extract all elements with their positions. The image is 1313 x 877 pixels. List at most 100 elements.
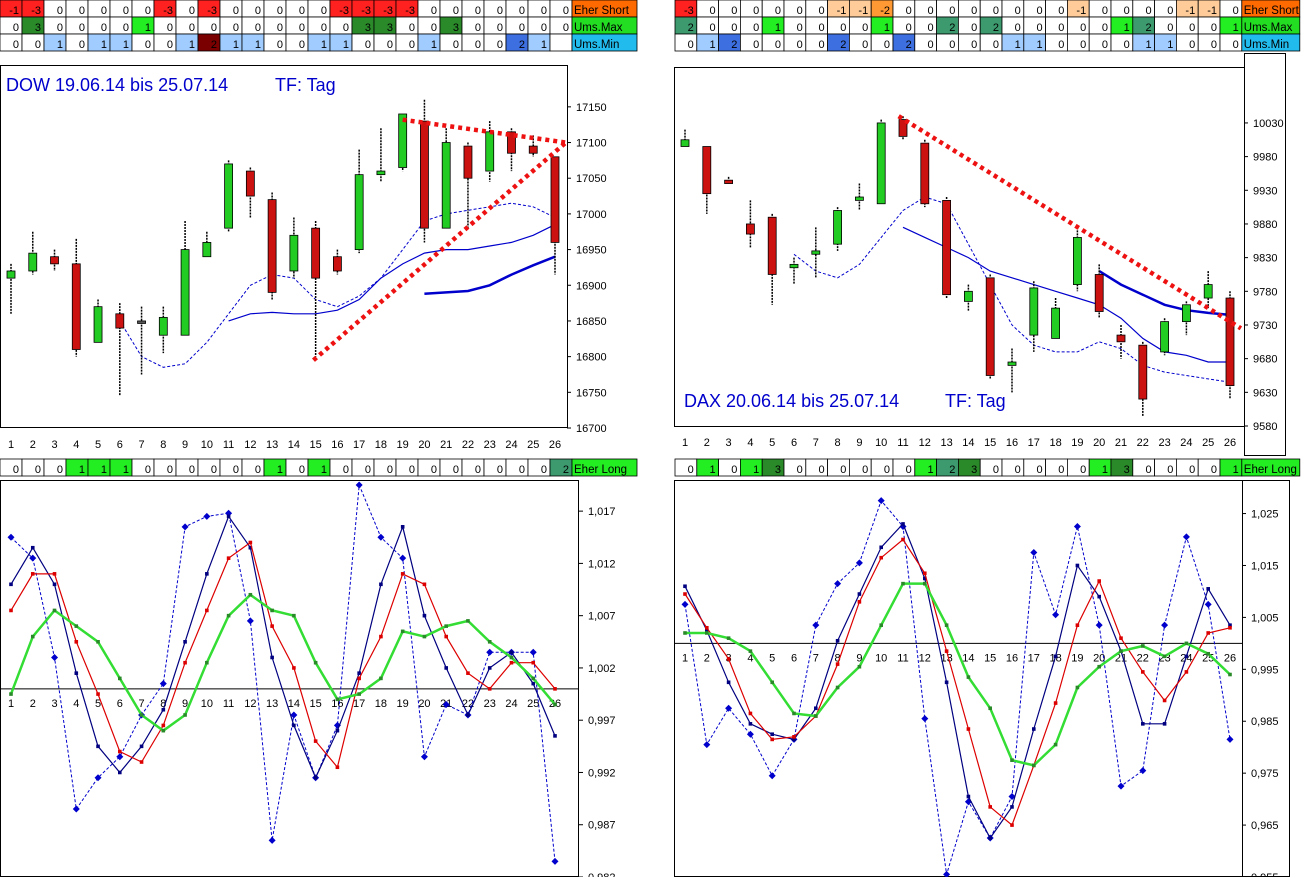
right-signal-row-value: -1 xyxy=(837,5,847,17)
left-signal-row-value: 1 xyxy=(321,39,327,51)
left-signal-row-value: 0 xyxy=(475,5,481,17)
dax-candle xyxy=(898,119,908,137)
right-signal-row-value: 0 xyxy=(1189,39,1195,51)
dax-osc-xtick-label: 20 xyxy=(1093,652,1105,664)
right-signal-row-value: -2 xyxy=(880,5,890,17)
dow-osc-point xyxy=(553,734,557,738)
dax-osc-point xyxy=(921,715,929,723)
dax-xtick-label: 24 xyxy=(1180,437,1192,449)
left-signal-row-value: 3 xyxy=(35,22,41,34)
left-long-row-value: 0 xyxy=(519,464,525,476)
dow-osc-point xyxy=(183,660,187,665)
right-long-row-value: 0 xyxy=(797,464,803,476)
dax-candle xyxy=(1203,284,1213,299)
dax-osc-point xyxy=(1075,685,1080,690)
dax-ma-thick xyxy=(1098,270,1231,317)
left-signal-row-value: 0 xyxy=(255,5,261,17)
dax-osc-point xyxy=(1073,523,1081,531)
dax-osc-point xyxy=(1162,654,1167,659)
dow-osc-point xyxy=(51,653,59,661)
left-long-row-value: 0 xyxy=(211,464,217,476)
right-signal-row-value: 1 xyxy=(1036,39,1042,51)
dax-candle xyxy=(1051,307,1060,339)
dow-plot-frame xyxy=(0,65,568,428)
right-signal-row-value: 0 xyxy=(840,22,846,34)
dow-osc-point xyxy=(357,671,361,675)
right-signal-row-value: 0 xyxy=(709,22,715,34)
right-signal-row-value: 0 xyxy=(1167,5,1173,17)
dax-candle xyxy=(1029,287,1039,336)
dax-osc-point xyxy=(748,722,753,726)
left-signal-row-value: 0 xyxy=(563,22,569,34)
dax-ma-dashed xyxy=(793,196,1231,383)
left-signal-row-value: 0 xyxy=(453,5,459,17)
dow-osc-point xyxy=(422,634,427,639)
dow-xtick-label: 14 xyxy=(288,439,300,451)
dow-osc-xtick-label: 24 xyxy=(505,698,517,710)
dax-ytick-label: 9730 xyxy=(1253,320,1277,332)
right-signal-row-value: 0 xyxy=(1145,5,1151,17)
dow-osc-point xyxy=(7,533,15,541)
dow-osc-xtick-label: 17 xyxy=(353,698,365,710)
dow-osc-point xyxy=(139,713,144,717)
dax-osc-point xyxy=(1184,641,1189,646)
left-signal-row-value: 3 xyxy=(453,22,459,34)
dow-xtick-label: 24 xyxy=(505,439,517,451)
right-signal-row-value: 0 xyxy=(971,5,977,17)
dax-osc-point xyxy=(792,711,796,716)
right-long-row-value: 3 xyxy=(775,464,781,476)
dow-ma-thin xyxy=(228,224,556,322)
dax-candle xyxy=(985,277,995,376)
left-long-row-value: 0 xyxy=(35,464,41,476)
dax-xtick-label: 1 xyxy=(682,437,688,449)
right-signal-row-value: 0 xyxy=(927,39,933,51)
dax-osc-point xyxy=(792,737,796,742)
dow-osc-xtick-label: 20 xyxy=(418,698,430,710)
dow-osc-series-solid-navy xyxy=(10,515,556,780)
dow-osc-ytick-label: 0,997 xyxy=(588,715,616,727)
left-signal-row-value: 0 xyxy=(101,22,107,34)
dow-candle xyxy=(50,256,59,265)
left-signal-row-value: 0 xyxy=(255,22,261,34)
dax-osc-xtick-label: 2 xyxy=(704,652,710,664)
right-signal-row-value: 0 xyxy=(753,22,759,34)
dow-osc-point xyxy=(379,676,383,681)
right-signal-row-value: 0 xyxy=(949,5,955,17)
dax-osc-point xyxy=(923,571,927,576)
right-signal-row-value: 0 xyxy=(1233,5,1239,17)
dax-xtick-label: 10 xyxy=(875,437,887,449)
left-signal-row-value: 0 xyxy=(519,5,525,17)
dow-osc-xtick-label: 14 xyxy=(288,698,300,710)
left-signal-row-value: -1 xyxy=(9,5,19,17)
dow-osc-point xyxy=(248,592,253,597)
dax-xtick-label: 15 xyxy=(984,437,996,449)
dow-osc-xtick-label: 15 xyxy=(310,698,322,710)
dax-osc-point xyxy=(683,631,687,635)
left-signal-row-value: -3 xyxy=(361,5,371,17)
dow-ytick-label: 17150 xyxy=(576,102,607,114)
dax-osc-ytick-label: 1,025 xyxy=(1251,509,1279,521)
left-signal-row-value: -3 xyxy=(163,5,173,17)
dax-xtick-label: 9 xyxy=(856,437,862,449)
left-long-row-value: 0 xyxy=(475,464,481,476)
dax-osc-point xyxy=(944,680,949,685)
dax-candle xyxy=(1007,361,1017,366)
dow-osc-ytick-label: 1,017 xyxy=(588,506,616,518)
right-signal-row-value: -1 xyxy=(858,5,868,17)
dow-osc-xtick-label: 3 xyxy=(51,698,57,710)
right-signal-row-label: Ums.Max xyxy=(1244,22,1293,34)
dax-osc-xtick-label: 11 xyxy=(897,652,908,664)
dow-osc-point xyxy=(203,512,211,520)
dow-xtick-label: 1 xyxy=(8,439,14,451)
left-signal-row-value: 1 xyxy=(101,39,107,51)
dow-osc-point xyxy=(74,624,79,628)
dax-xtick-label: 11 xyxy=(897,437,908,449)
dow-osc-point xyxy=(118,676,122,681)
dow-xtick-label: 6 xyxy=(117,439,123,451)
dax-osc-xtick-label: 6 xyxy=(791,652,797,664)
dax-osc-point xyxy=(857,664,862,669)
dow-xtick-label: 3 xyxy=(51,439,57,451)
dax-candle xyxy=(1116,334,1126,343)
dow-candle xyxy=(267,199,277,293)
dax-osc-point xyxy=(814,714,818,718)
